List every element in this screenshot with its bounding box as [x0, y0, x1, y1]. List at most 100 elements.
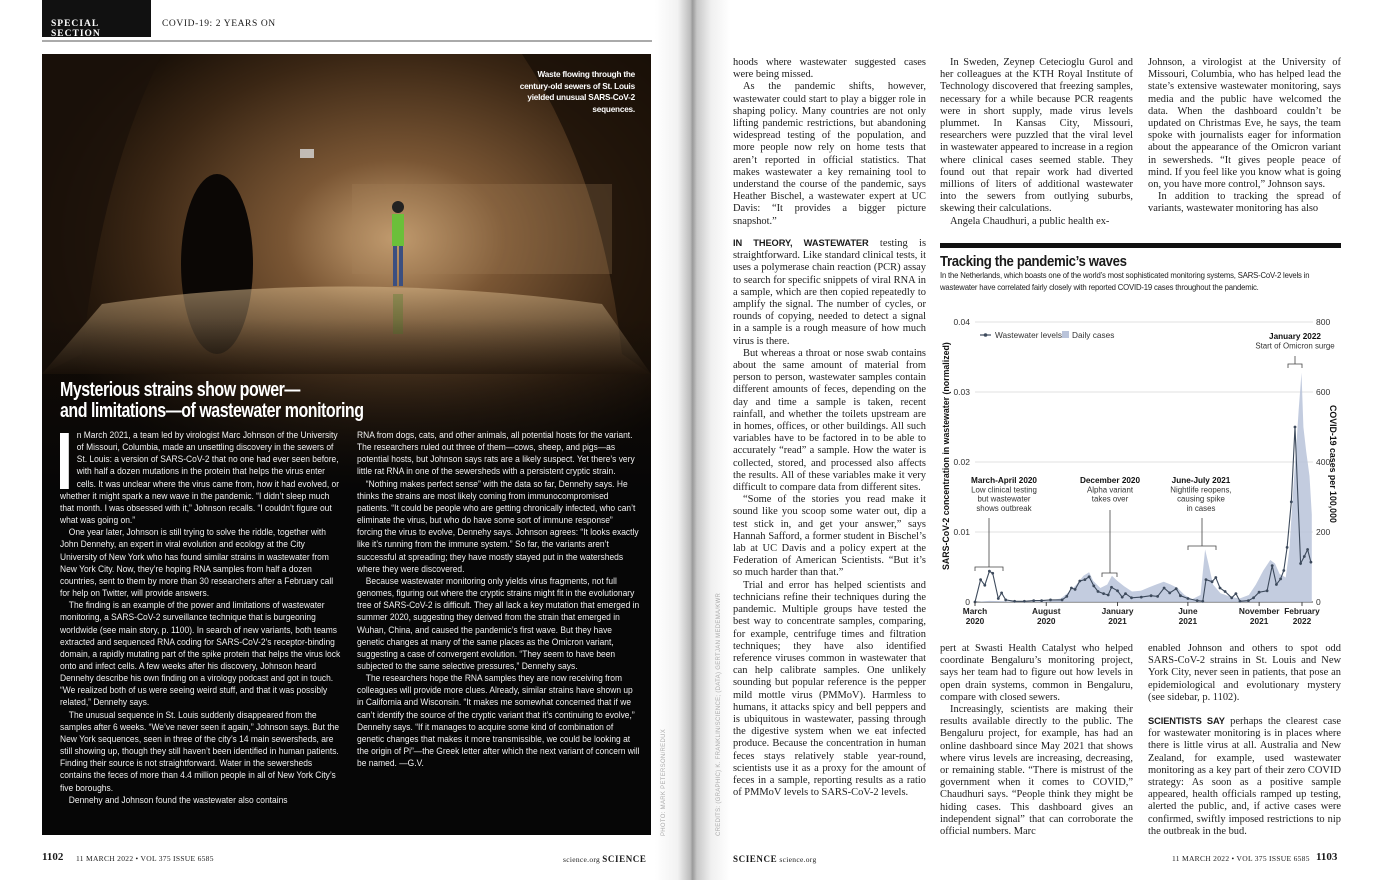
wastewater-point — [988, 569, 991, 573]
wastewater-point — [1223, 590, 1227, 593]
article-column-2-top: In Sweden, Zeynep Cetecioglu Gurol and h… — [940, 57, 1133, 228]
paragraph: In Sweden, Zeynep Cetecioglu Gurol and h… — [940, 57, 1133, 215]
sidebar-headline: Mysterious strains show power— and limit… — [60, 380, 364, 422]
article-column-2-bottom: pert at Swasti Health Catalyst who helpe… — [940, 643, 1133, 838]
wastewater-line — [974, 426, 1312, 603]
footer-site-right: SCIENCE science.org — [733, 854, 817, 864]
annotation-text: shows outbreak — [976, 504, 1031, 513]
wastewater-point — [1218, 586, 1222, 590]
issue-info-right: 11 MARCH 2022 • VOL 375 ISSUE 6585 — [1172, 854, 1310, 863]
wastewater-point — [1096, 590, 1100, 593]
wastewater-point — [1293, 425, 1297, 429]
page-gutter — [655, 0, 730, 880]
wastewater-point — [1049, 598, 1052, 602]
annotation-title: December 2020 — [1080, 476, 1141, 485]
wastewater-point — [1149, 594, 1153, 598]
x-tick-label: 2020 — [1037, 616, 1056, 626]
paragraph: Trial and error has helped scientists an… — [733, 579, 926, 799]
graphic-credit: CREDITS: (GRAPHIC) K. FRANKLIN/SCIENCE; … — [716, 592, 722, 836]
page-number-left: 1102 — [42, 851, 64, 863]
wastewater-point — [1092, 584, 1096, 588]
annotation-text: but wastewater — [977, 495, 1030, 504]
wastewater-point — [1201, 599, 1205, 603]
annotation-title: June-July 2021 — [1172, 476, 1231, 485]
wastewater-point — [1179, 594, 1182, 598]
wastewater-point — [1110, 585, 1113, 589]
wastewater-point — [1156, 595, 1159, 598]
photo-caption: Waste flowing through the century-old se… — [519, 70, 635, 114]
wastewater-point — [1238, 599, 1242, 603]
paragraph: RNA from dogs, cats, and other animals, … — [357, 430, 635, 478]
wastewater-point — [1102, 592, 1105, 595]
wastewater-point — [1257, 590, 1261, 594]
wastewater-point — [1282, 569, 1286, 572]
wastewater-point — [1032, 599, 1036, 602]
paragraph: As the pandemic shifts, however, wastewa… — [733, 81, 926, 227]
article-column-3-bottom: enabled Johnson and others to spot odd S… — [1148, 643, 1341, 838]
wastewater-point — [1270, 564, 1274, 567]
annotation-bracket — [1287, 363, 1303, 368]
x-tick-label: March — [963, 606, 987, 616]
paragraph: The finding is an example of the power a… — [60, 600, 341, 709]
paragraph: Angela Chaudhuri, a public health ex- — [950, 215, 1110, 227]
wastewater-point — [996, 597, 1000, 600]
wastewater-point — [1289, 500, 1293, 504]
wastewater-point — [1000, 591, 1003, 595]
y-right-tick-label: 400 — [1316, 457, 1330, 467]
sewer-photo — [42, 54, 651, 494]
paragraph: enabled Johnson and others to spot odd S… — [1148, 643, 1341, 703]
wastewater-point — [1023, 599, 1026, 603]
wastewater-point — [1004, 598, 1008, 602]
wastewater-point — [1306, 548, 1309, 551]
wastewater-point — [983, 583, 987, 587]
annotation-text: takes over — [1092, 495, 1129, 504]
y-left-tick-label: 0.01 — [953, 527, 970, 537]
wastewater-point — [1204, 578, 1208, 581]
annotation-text: in cases — [1187, 504, 1216, 513]
y-right-tick-label: 800 — [1316, 317, 1330, 327]
y-right-tick-label: 0 — [1316, 597, 1321, 607]
footer-site-left: science.org SCIENCE — [563, 854, 647, 864]
wastewater-point — [1013, 599, 1016, 603]
y-right-tick-label: 200 — [1316, 527, 1330, 537]
wastewater-point — [1265, 589, 1269, 593]
wastewater-point — [1078, 579, 1082, 583]
x-tick-label: 2021 — [1250, 616, 1269, 626]
wastewater-point — [1279, 577, 1282, 581]
sidebar-column-2: RNA from dogs, cats, and other animals, … — [357, 430, 640, 770]
legend-wastewater-dot — [983, 333, 988, 337]
paragraph: pert at Swasti Health Catalyst who helpe… — [940, 643, 1133, 703]
paragraph: hoods where wastewater suggested cases w… — [733, 57, 926, 81]
annotation-bracket — [974, 566, 1004, 571]
wastewater-point — [1162, 586, 1166, 590]
annotation-text: causing spike — [1177, 495, 1225, 504]
wastewater-point — [1168, 591, 1172, 595]
annotation-title: March-April 2020 — [971, 476, 1037, 485]
wastewater-point — [1130, 596, 1133, 600]
section-label: SPECIAL SECTION — [42, 0, 151, 39]
wastewater-point — [1285, 546, 1289, 549]
wastewater-point — [1252, 596, 1255, 600]
photo-credit: PHOTO: MARK PETERSON/REDUX — [661, 728, 667, 836]
y-left-tick-label: 0.02 — [953, 457, 970, 467]
issue-info-left: 11 MARCH 2022 • VOL 375 ISSUE 6585 — [76, 854, 214, 863]
wastewater-point — [1214, 576, 1218, 579]
paragraph: One year later, Johnson is still trying … — [60, 527, 334, 600]
section-title: COVID-19: 2 YEARS ON — [162, 19, 276, 29]
x-tick-label: 2021 — [1108, 616, 1127, 626]
wastewater-point — [991, 571, 995, 575]
wastewater-point — [1083, 578, 1087, 581]
y-left-tick-label: 0.04 — [953, 317, 970, 327]
wastewater-point — [1087, 575, 1091, 579]
legend-cases-label: Daily cases — [1072, 330, 1114, 340]
wastewater-point — [979, 578, 982, 581]
wastewater-point — [1040, 599, 1043, 602]
y-left-axis-title: SARS-CoV-2 concentration in wastewater (… — [941, 342, 951, 570]
paragraph: Johnson, a virologist at the University … — [1148, 57, 1341, 191]
x-tick-label: August — [1032, 606, 1061, 616]
paragraph: But whereas a throat or nose swab contai… — [733, 347, 926, 494]
paragraph: “Some of the stories you read make it so… — [733, 494, 926, 579]
wastewater-point — [1309, 560, 1313, 564]
headline-line-2: and limitations—of wastewater monitoring — [60, 400, 364, 422]
